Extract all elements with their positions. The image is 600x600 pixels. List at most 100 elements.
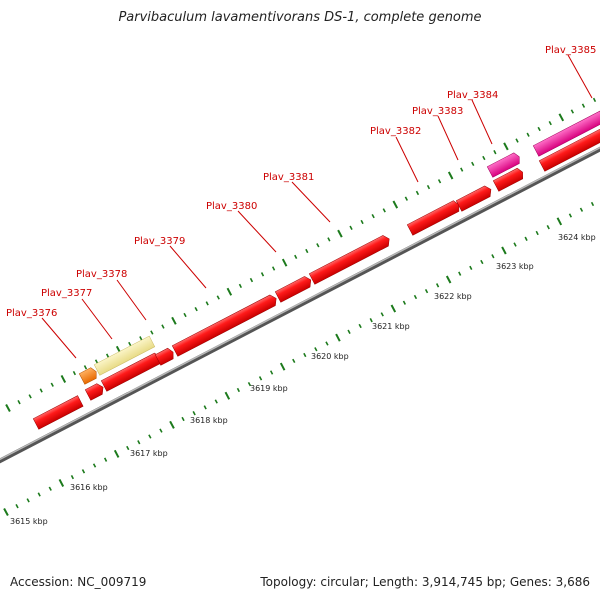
gene-feature[interactable] [274,275,313,303]
map-title: Parvibaculum lavamentivorans DS-1, compl… [118,10,482,25]
tick-mark [458,271,462,276]
tick-mark [548,121,552,126]
kbp-label: 3623 kbp [496,262,534,271]
tick-mark [327,237,331,242]
tick-mark [161,324,165,329]
tick-mark [139,336,143,341]
gene-feature[interactable] [492,167,525,192]
tick-mark [226,287,233,296]
tick-mark [392,200,399,209]
tick-mark [402,300,407,305]
tick-mark [316,243,320,248]
tick-mark [205,301,209,306]
tick-mark [515,138,519,143]
tick-mark [137,440,141,445]
tick-mark [238,283,243,289]
tick-mark [159,428,163,433]
tick-mark [70,475,75,480]
tick-mark [26,498,30,503]
tick-mark [292,358,296,363]
tick-mark [390,304,397,313]
tick-mark [171,316,177,325]
tick-mark [5,404,11,412]
tick-mark [192,411,196,416]
tick-mark [447,171,454,180]
tick-mark [415,190,420,196]
kbp-label: 3620 kbp [311,352,349,361]
gene-feature[interactable] [308,234,392,285]
kbp-label: 3617 kbp [130,449,168,458]
kbp-label: 3615 kbp [10,517,48,526]
kbp-label: 3619 kbp [250,384,288,393]
tick-mark [480,259,484,265]
tick-mark [590,201,595,207]
tick-mark [50,382,54,387]
tick-mark [335,333,341,342]
tick-mark [39,388,43,393]
tick-mark [181,416,185,422]
gene-track [32,110,600,430]
backbone [0,146,600,464]
kbp-label: 3618 kbp [190,416,228,425]
gene-feature[interactable] [154,347,176,366]
tick-mark [281,258,288,267]
tick-mark [214,399,218,404]
tick-mark [105,353,110,358]
gene-feature[interactable] [171,293,279,357]
tick-mark [325,341,329,346]
accession-text: Accession: NC_009719 [10,575,147,589]
gene-label: Plav_3383 [412,106,463,117]
tick-mark [358,323,362,329]
tick-mark [15,504,19,509]
gene-feature[interactable] [532,110,600,157]
kbp-label: 3616 kbp [70,483,108,492]
tick-mark [413,294,418,300]
tick-mark [17,400,21,405]
tick-mark [236,387,241,393]
gene-label: Plav_3379 [134,236,185,247]
tick-mark [72,370,77,376]
summary-text: Topology: circular; Length: 3,914,745 bp… [260,575,590,589]
gene-feature[interactable] [486,151,522,178]
gene-labels: Plav_3376 Plav_3377 Plav_3378 Plav_3379 … [6,45,596,319]
tick-mark [592,97,597,103]
tick-mark [128,341,132,347]
gene-label: Plav_3378 [76,269,127,280]
tick-mark [169,420,175,429]
tick-mark [558,113,565,122]
tick-mark [426,184,431,190]
gene-feature[interactable] [78,366,99,385]
tick-mark [404,196,409,201]
gene-feature[interactable] [32,395,84,430]
tick-mark [81,469,86,474]
gene-label: Plav_3382 [370,126,421,137]
gene-label: Plav_3376 [6,308,57,319]
tick-mark [471,161,475,166]
tick-mark [247,382,252,387]
tick-mark [294,254,298,259]
tick-mark [94,359,99,364]
tick-mark [224,391,231,400]
gene-feature[interactable] [406,199,461,236]
gene-feature[interactable] [455,184,493,212]
tick-mark [369,318,373,323]
tick-mark [249,277,254,283]
tick-mark [482,155,486,161]
tick-mark [382,208,386,213]
tick-mark [258,376,263,381]
gene-feature[interactable] [84,382,106,401]
gene-feature[interactable] [538,125,600,172]
kbp-label: 3624 kbp [558,233,596,242]
tick-mark [349,225,353,230]
tick-mark [469,265,473,270]
tick-mark [337,229,343,238]
tick-mark [513,242,517,247]
tick-mark [570,109,575,114]
kbp-label: 3622 kbp [434,292,472,301]
gene-label: Plav_3377 [41,288,92,299]
tick-mark [445,275,452,284]
tick-mark [347,329,351,334]
tick-mark [260,272,265,277]
gene-feature[interactable] [93,335,156,376]
